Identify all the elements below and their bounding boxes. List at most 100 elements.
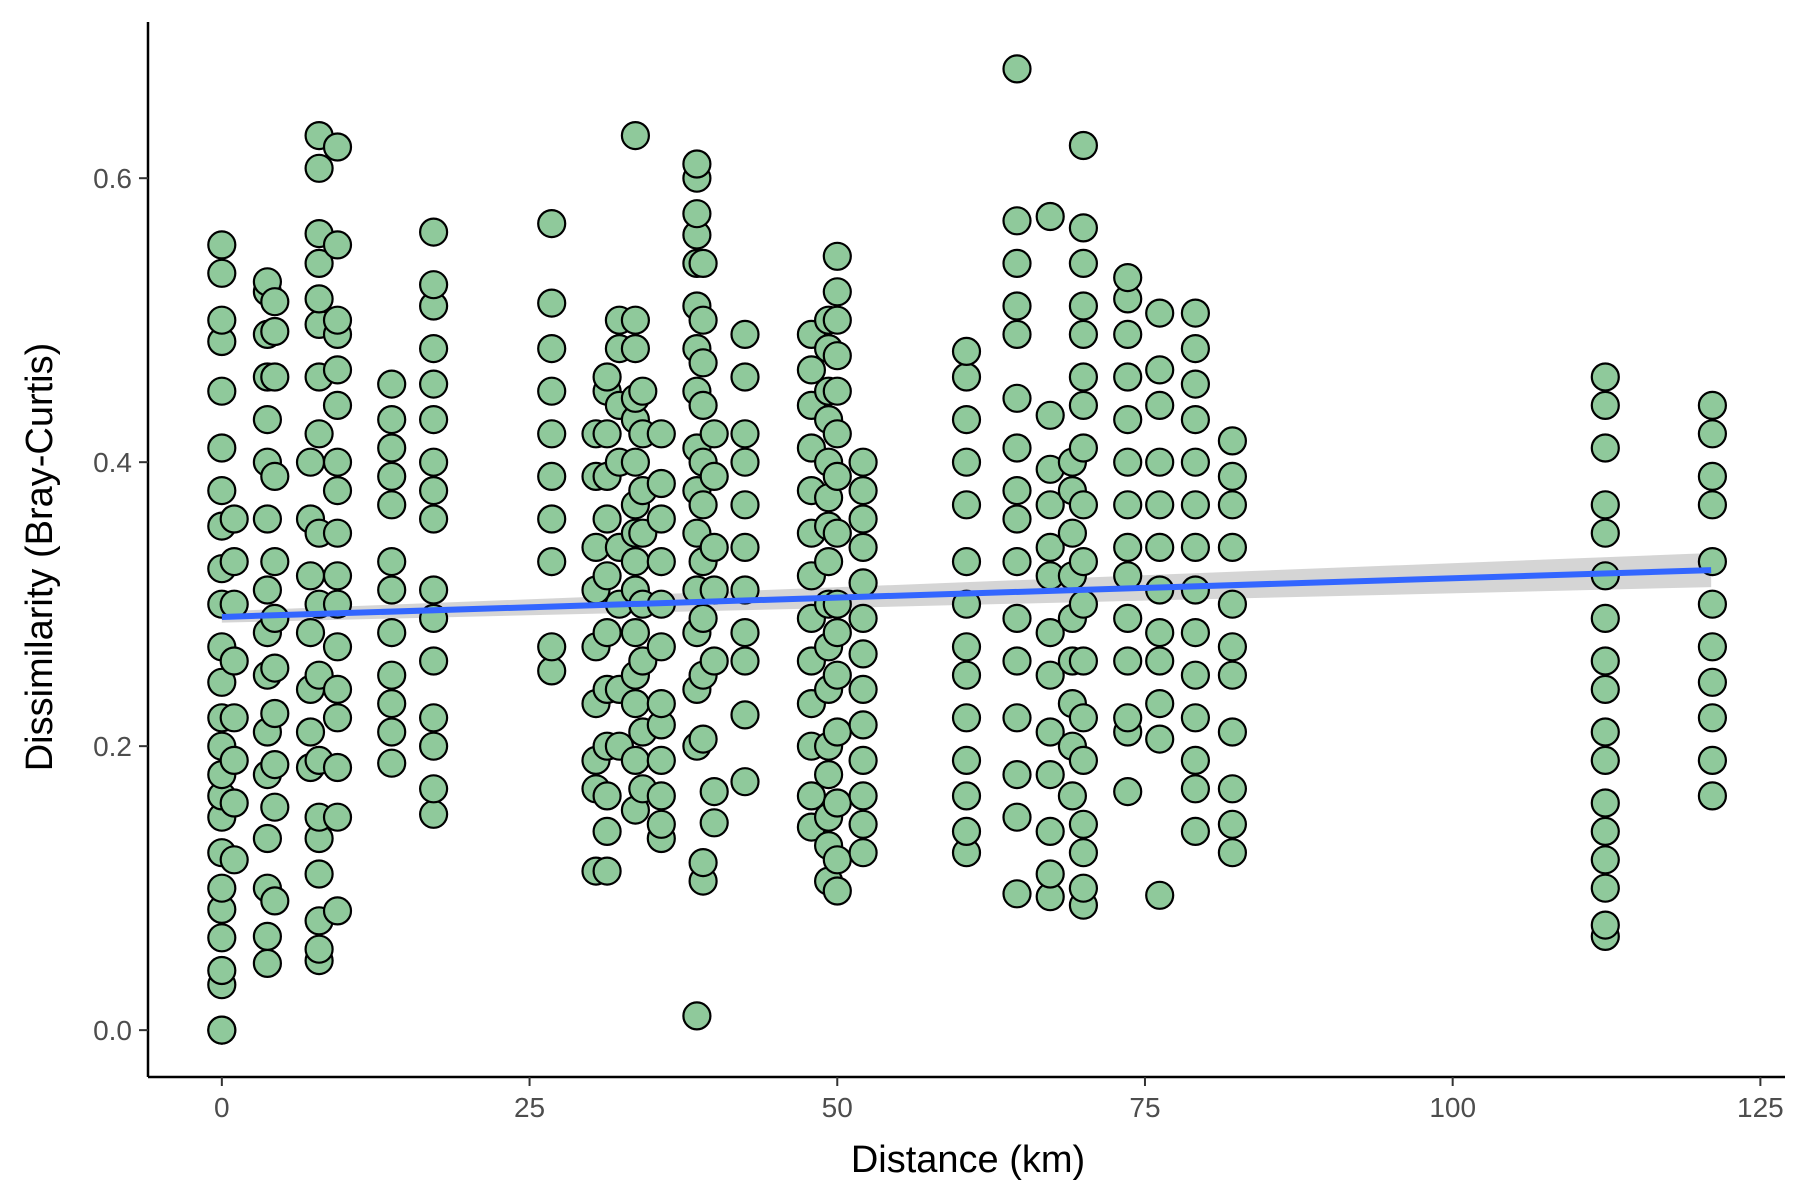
data-point [1180,532,1211,563]
data-point [1068,433,1099,463]
data-point [322,896,353,926]
data-point [219,745,249,776]
data-point [848,639,878,669]
data-point [1217,809,1248,839]
data-point [1180,660,1211,690]
data-point [822,376,852,406]
data-point [822,617,852,648]
data-point [377,660,407,690]
data-point [419,405,449,435]
data-point [419,334,449,364]
data-point [1002,802,1032,832]
data-point [1145,880,1175,910]
data-point [730,419,760,449]
data-point [1180,575,1211,605]
data-point [1145,355,1175,385]
y-tick-label: 0.0 [93,1015,132,1046]
data-point [688,305,718,335]
data-point [1590,845,1620,875]
data-point [419,369,449,399]
data-point [1113,703,1143,733]
data-point [796,355,827,385]
data-point [822,717,852,747]
data-point [322,230,353,260]
data-point [822,341,852,371]
data-point [419,217,449,247]
data-point [1590,910,1620,940]
data-point [822,518,852,548]
data-point [1002,546,1032,577]
data-point [646,546,676,577]
data-point [730,700,760,730]
data-point [1180,447,1211,477]
data-point [1035,816,1065,847]
data-point [699,776,729,807]
data-point [207,955,237,986]
data-point [1113,447,1143,477]
data-point [1180,298,1211,328]
data-point [1035,660,1065,690]
data-point [682,1001,712,1031]
data-point [682,149,712,179]
data-point [207,873,237,903]
data-point [822,461,852,491]
data-point [848,476,878,506]
data-point [1590,873,1620,903]
data-point [1217,426,1248,456]
data-point [1590,788,1620,818]
data-point [419,447,449,477]
data-point [537,632,567,662]
data-point [322,447,353,477]
data-point [304,248,334,278]
data-point [822,845,852,875]
data-point [620,745,651,776]
data-point [1035,490,1065,520]
data-point [304,153,334,183]
data-point [1068,130,1099,161]
data-point [304,419,334,449]
data-point [646,781,676,811]
data-point [1180,490,1211,520]
data-point [951,447,982,477]
data-point [1057,518,1088,548]
data-point [688,847,718,878]
data-point [1113,490,1143,520]
data-point [377,369,407,399]
data-point [730,447,760,477]
data-point [592,504,622,534]
data-point [848,838,878,868]
data-point [419,703,449,733]
data-point [377,405,407,435]
data-point [537,376,567,406]
data-point [252,921,282,952]
data-point [848,603,878,634]
data-point [419,504,449,534]
data-point [260,792,290,822]
data-point [1217,838,1248,868]
data-point [951,703,982,733]
data-point [322,132,353,162]
data-point [1180,703,1211,733]
data-point [848,809,878,839]
data-point [1035,617,1065,648]
data-point [1113,646,1143,676]
data-point [537,461,567,491]
data-point [1068,703,1099,733]
data-point [219,646,249,676]
data-point [1002,248,1032,278]
data-point [419,646,449,676]
data-points-layer [207,54,1728,1045]
data-point [1057,781,1088,811]
data-point [1590,674,1620,705]
data-point [1145,688,1175,719]
data-point [1002,603,1032,634]
data-point [1217,461,1248,491]
data-point [730,319,760,349]
data-point [951,362,982,392]
data-point [304,859,334,889]
data-point [252,575,282,605]
data-point [1180,334,1211,364]
data-point [951,632,982,662]
data-point [730,490,760,520]
